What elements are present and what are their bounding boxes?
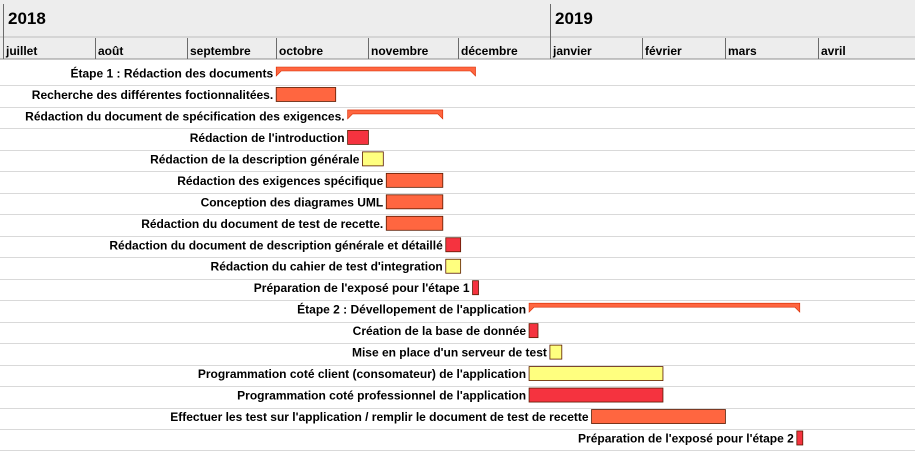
task-bar [385,172,444,188]
task-bar [385,215,444,231]
month-label: octobre [279,44,323,58]
task-label: Étape 1 : Rédaction des documents [70,66,273,81]
month-label: juillet [5,44,37,58]
task-row: Étape 2 : Dévellopement de l'application [297,302,801,317]
task-label: Rédaction du document de test de recette… [141,217,383,231]
task-label: Préparation de l'exposé pour l'étape 2 [578,431,794,445]
task-label: Rédaction de la description générale [150,152,360,166]
task-row: Rédaction de la description générale [150,151,384,167]
task-bar [445,237,462,253]
summary-bar [528,302,801,313]
task-label: Recherche des différentes foctionnalitée… [32,88,273,102]
task-row: Étape 1 : Rédaction des documents [70,66,476,81]
year-label: 2018 [8,9,46,28]
timeline-header [0,0,915,59]
month-label: novembre [371,44,429,58]
task-row: Mise en place d'un serveur de test [352,344,563,360]
task-label: Rédaction du cahier de test d'integratio… [211,260,443,274]
task-label: Étape 2 : Dévellopement de l'application [297,302,526,317]
task-bar [275,87,337,102]
task-label: Rédaction des exigences spécifique [177,174,383,188]
month-label: janvier [552,44,592,58]
summary-bar [347,109,444,120]
task-bar [385,194,444,210]
task-row: Rédaction de l'introduction [190,130,369,145]
task-layer: Étape 1 : Rédaction des documents Recherc… [25,66,804,446]
task-label: Programmation coté professionnel de l'ap… [237,389,526,403]
month-label: mars [728,44,757,58]
task-row: Effectuer les test sur l'application / r… [170,409,726,424]
month-label: septembre [190,44,251,58]
month-label: février [645,44,682,58]
task-row: Rédaction du document de description gén… [109,237,462,253]
task-label: Rédaction du document de spécification d… [25,109,344,123]
task-row: Recherche des différentes foctionnalitée… [32,87,337,102]
task-row: Rédaction du document de test de recette… [141,215,444,231]
task-bar [528,323,539,339]
year-layer: 2018 2019 [8,9,593,28]
task-label: Création de la base de donnée [353,324,527,338]
task-row: Conception des diagrames UML [201,194,444,210]
task-label: Rédaction de l'introduction [190,131,345,145]
task-row: Rédaction du document de spécification d… [25,109,444,123]
task-bar [362,151,384,167]
task-row: Rédaction du cahier de test d'integratio… [211,258,462,274]
task-label: Conception des diagrames UML [201,195,384,209]
task-row: Création de la base de donnée [353,323,539,339]
task-bar [591,409,726,424]
grid-layer [0,4,915,451]
task-bar [796,430,804,446]
task-bar [445,258,462,274]
month-label: décembre [461,44,518,58]
task-bar [549,344,563,360]
task-row: Rédaction des exigences spécifique [177,172,444,188]
month-layer: juillet août septembre octobre novembre décem… [5,44,846,58]
task-label: Programmation coté client (consomateur) … [198,367,526,381]
task-bar [528,366,664,381]
task-bar [528,387,664,403]
task-label: Effectuer les test sur l'application / r… [170,410,589,424]
task-bar [347,130,369,145]
month-label: août [98,44,123,58]
task-row: Programmation coté client (consomateur) … [198,366,664,381]
summary-bar [275,66,476,77]
task-bar [472,280,479,296]
task-row: Programmation coté professionnel de l'ap… [237,387,664,403]
task-label: Préparation de l'exposé pour l'étape 1 [254,281,470,295]
task-row: Préparation de l'exposé pour l'étape 1 [254,280,479,296]
task-label: Mise en place d'un serveur de test [352,346,547,360]
month-label: avril [821,44,846,58]
task-label: Rédaction du document de description gén… [109,238,443,252]
task-row: Préparation de l'exposé pour l'étape 2 [578,430,804,446]
year-label: 2019 [555,9,593,28]
